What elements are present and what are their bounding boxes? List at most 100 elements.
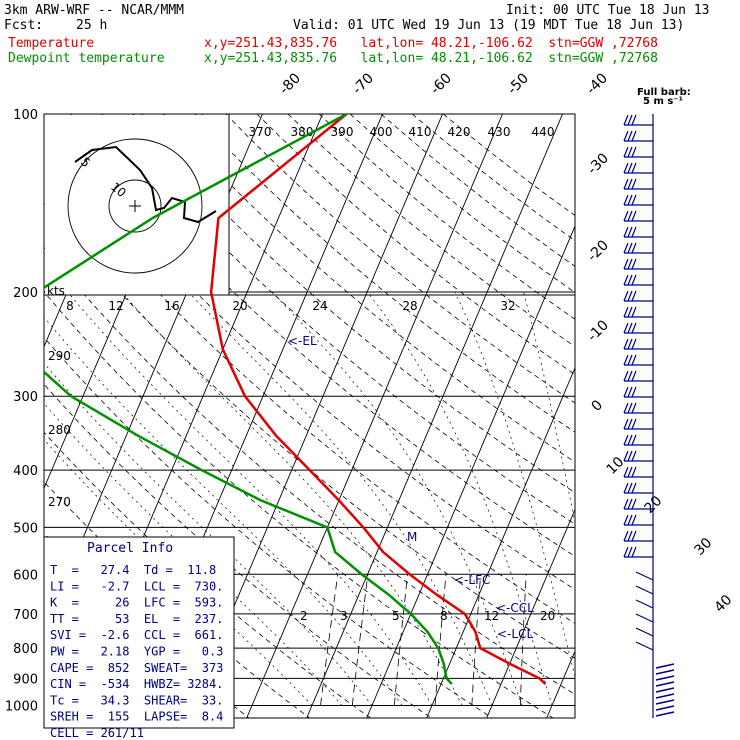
theta-label: 280 bbox=[48, 423, 71, 437]
wind-barb-flag bbox=[631, 322, 637, 334]
wind-barb bbox=[623, 162, 653, 174]
wind-barb-flag bbox=[623, 290, 629, 302]
temperature-legend: Temperature bbox=[8, 36, 95, 51]
wind-barb-flag bbox=[623, 210, 629, 222]
wind-barb-flag bbox=[627, 210, 633, 222]
temperature-location: x,y=251.43,835.76 lat,lon= 48.21,-106.62… bbox=[204, 36, 658, 51]
wind-barb bbox=[623, 274, 653, 286]
mixing-ratio-label: 3 bbox=[340, 609, 348, 623]
wind-barb-flag bbox=[631, 242, 637, 254]
wind-barb bbox=[655, 681, 675, 687]
wind-barb bbox=[623, 546, 653, 558]
wind-barb-flag bbox=[631, 434, 637, 446]
wind-barb-flag bbox=[623, 530, 629, 542]
wind-barb-flag bbox=[623, 450, 629, 462]
wind-barb-flag bbox=[631, 274, 637, 286]
wind-barb-flag bbox=[623, 146, 629, 158]
dewpoint-trace bbox=[44, 114, 453, 685]
wind-barb-flag bbox=[631, 530, 637, 542]
lfc-marker: <-LFC bbox=[454, 573, 490, 587]
isotherm-label: -10 bbox=[585, 317, 612, 344]
wind-barb bbox=[623, 194, 653, 206]
wind-barb bbox=[623, 178, 653, 190]
isotherm-label: -30 bbox=[585, 150, 612, 177]
moist-adiabat bbox=[523, 291, 575, 525]
wind-barb-flag bbox=[623, 178, 629, 190]
wind-barb bbox=[623, 482, 653, 494]
wind-barb-flag bbox=[631, 402, 637, 414]
el-marker: <-EL bbox=[288, 334, 317, 348]
hodograph-units: kts bbox=[47, 284, 65, 298]
wind-barb bbox=[623, 402, 653, 414]
theta-label: 370 bbox=[249, 125, 272, 139]
isotherm-line bbox=[366, 225, 575, 719]
hodograph-speed-label: 20 bbox=[232, 299, 247, 313]
wind-barb-flag bbox=[623, 194, 629, 206]
wind-barb-flag bbox=[631, 546, 637, 558]
parcel-info-row: PW = 2.18 YGP = 0.3 bbox=[50, 645, 223, 659]
mixing-ratio-line bbox=[471, 574, 482, 706]
moist-adiabat bbox=[367, 291, 553, 706]
hodograph-speed-label: 12 bbox=[108, 299, 123, 313]
wind-barb bbox=[635, 641, 654, 651]
wind-barb bbox=[623, 466, 653, 478]
mixed-layer-marker: M bbox=[407, 530, 417, 544]
isotherm-label: 10 bbox=[604, 454, 628, 478]
forecast-hour: 25 h bbox=[76, 18, 108, 33]
moist-adiabat bbox=[44, 402, 343, 706]
pressure-tick-label: 300 bbox=[13, 390, 38, 405]
mixing-ratio-line bbox=[320, 574, 339, 706]
wind-barb-flag bbox=[627, 226, 633, 238]
parcel-info-row: LI = -2.7 LCL = 730. bbox=[50, 579, 223, 593]
dry-adiabat bbox=[411, 114, 575, 242]
barb-legend-title: Full barb: bbox=[637, 87, 691, 98]
wind-barb bbox=[623, 146, 653, 158]
wind-barb-flag bbox=[623, 370, 629, 382]
wind-barb-flag bbox=[627, 194, 633, 206]
isotherm-label: -20 bbox=[585, 237, 612, 264]
mixing-ratio-label: 5 bbox=[392, 609, 400, 623]
wind-barb-flag bbox=[627, 242, 633, 254]
wind-barb-flag bbox=[623, 258, 629, 270]
model-title: 3km ARW-WRF -- NCAR/MMM bbox=[4, 3, 185, 18]
isotherm-label: -70 bbox=[350, 70, 377, 97]
wind-barb bbox=[623, 322, 653, 334]
moist-adiabat bbox=[44, 316, 403, 706]
parcel-info-row: SVI = -2.6 CCL = 661. bbox=[50, 628, 223, 642]
wind-barb bbox=[623, 290, 653, 302]
wind-barb-staff bbox=[635, 585, 654, 595]
wind-barb bbox=[635, 599, 654, 609]
isotherm-label: 40 bbox=[712, 592, 736, 616]
forecast-label: Fcst: bbox=[4, 18, 44, 33]
hodograph-background bbox=[45, 115, 229, 295]
hodograph-ring bbox=[108, 179, 162, 233]
wind-barb-flag bbox=[627, 370, 633, 382]
pressure-tick-label: 500 bbox=[13, 521, 38, 536]
dry-adiabat bbox=[225, 114, 575, 404]
wind-barb-flag bbox=[631, 514, 637, 526]
wind-barb bbox=[623, 354, 653, 366]
pressure-tick-label: 700 bbox=[13, 608, 38, 623]
isotherm-label: -50 bbox=[505, 70, 532, 97]
wind-barb-flag bbox=[631, 338, 637, 350]
wind-barb-flag bbox=[627, 130, 633, 142]
isotherm-line bbox=[306, 114, 563, 719]
wind-barb-flag bbox=[623, 434, 629, 446]
dry-adiabat bbox=[256, 114, 575, 375]
parcel-info-row: K = 26 LFC = 593. bbox=[50, 596, 223, 610]
init-time: Init: 00 UTC Tue 18 Jun 13 bbox=[506, 3, 710, 18]
moist-adiabat bbox=[67, 291, 433, 706]
wind-barb-flag bbox=[627, 290, 633, 302]
wind-barb bbox=[623, 530, 653, 542]
dry-adiabat bbox=[44, 203, 575, 659]
wind-barb bbox=[655, 663, 675, 669]
theta-label: 410 bbox=[409, 125, 432, 139]
wind-barb-flag bbox=[631, 450, 637, 462]
wind-barb-flag bbox=[623, 322, 629, 334]
theta-label: 290 bbox=[48, 349, 71, 363]
wind-barb-flag bbox=[623, 402, 629, 414]
mixing-ratio-line bbox=[351, 574, 369, 706]
wind-barb bbox=[623, 242, 653, 254]
pressure-tick-label: 900 bbox=[13, 672, 38, 687]
parcel-info-row: CELL = 261/11 bbox=[50, 726, 144, 740]
